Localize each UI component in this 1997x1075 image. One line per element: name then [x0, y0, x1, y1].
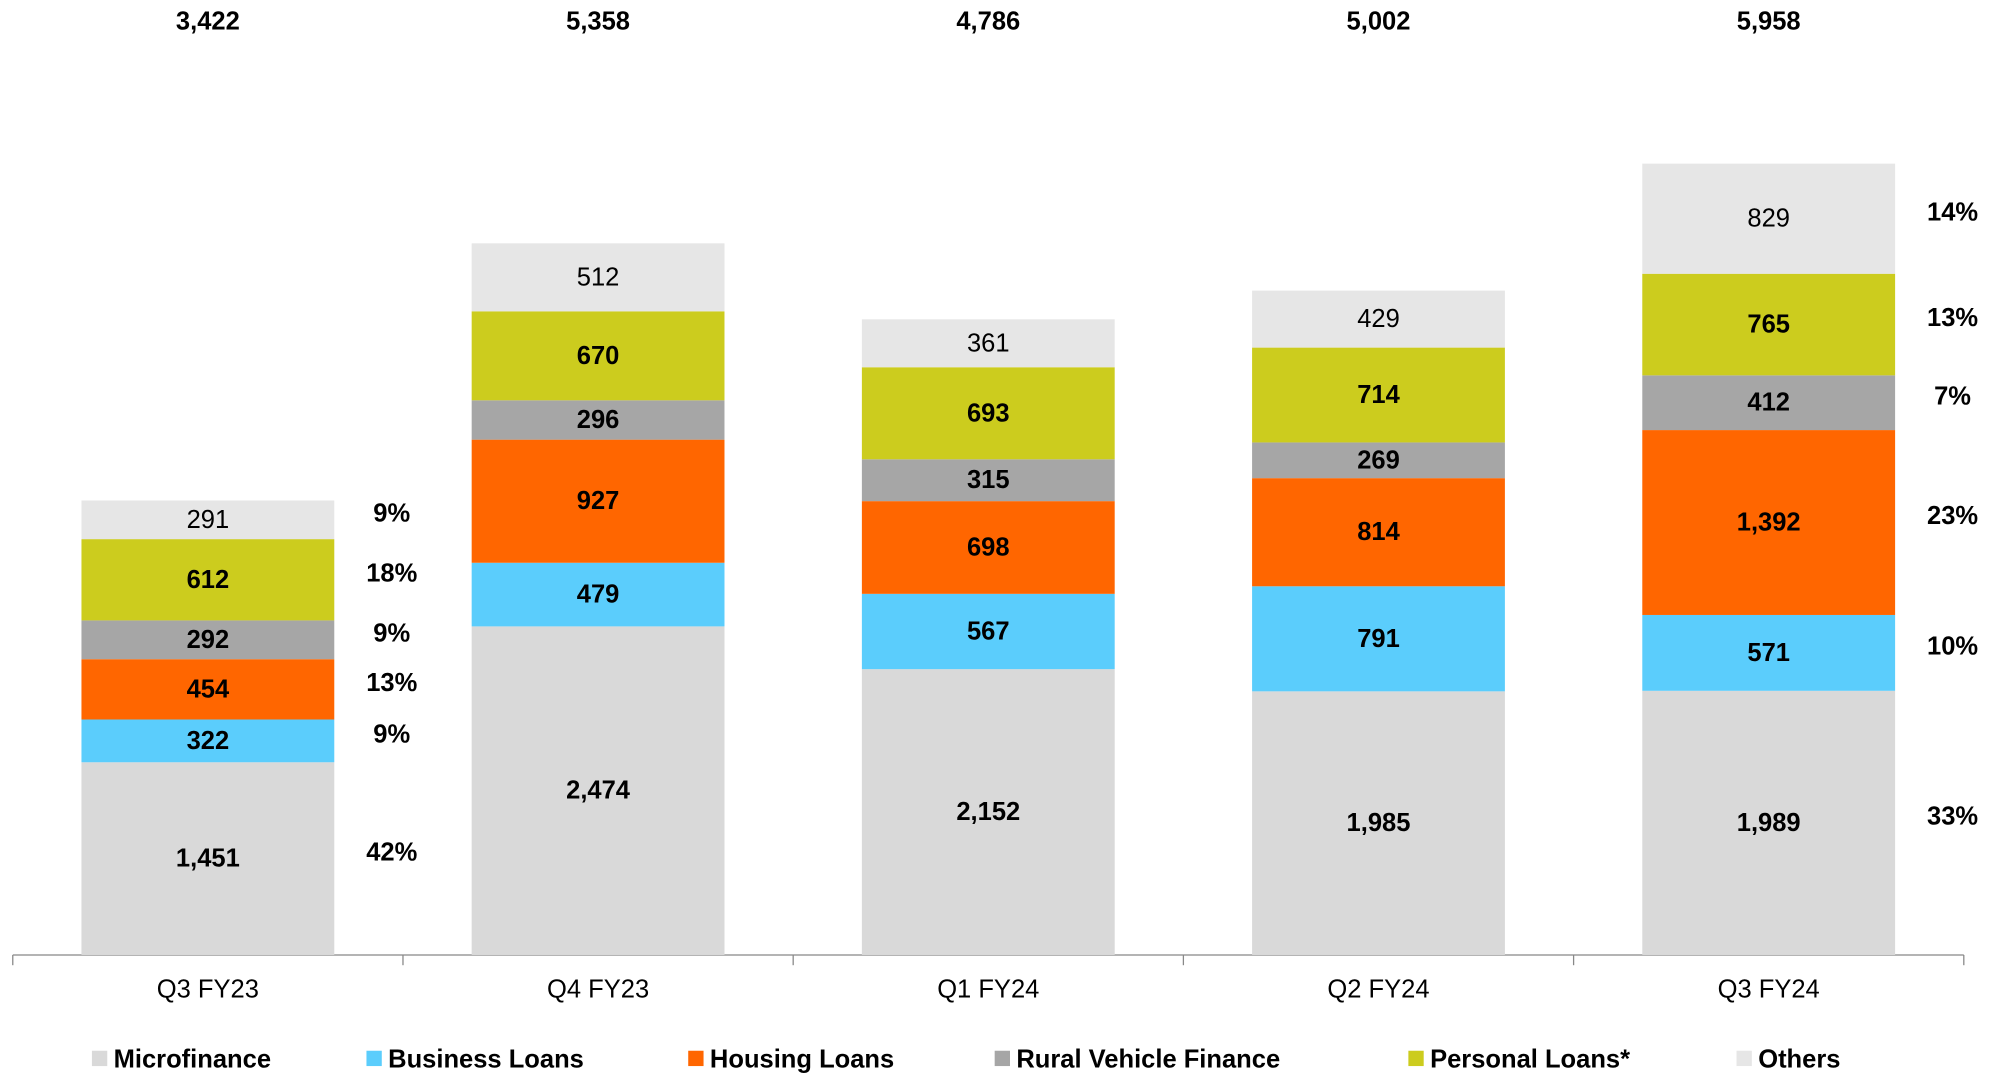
bar-segment	[81, 500, 335, 540]
value-label: 322	[187, 727, 230, 755]
value-label: 1,989	[1737, 809, 1801, 837]
bar-segment	[1642, 614, 1896, 691]
value-label: 412	[1747, 389, 1790, 417]
bar-segment	[861, 367, 1115, 460]
share-label: 23%	[1927, 502, 1978, 530]
share-label: 9%	[373, 721, 410, 749]
bar-segment	[861, 501, 1115, 594]
value-label: 791	[1357, 625, 1400, 653]
value-label: 291	[187, 506, 230, 534]
share-label: 9%	[373, 619, 410, 647]
value-label: 296	[577, 406, 620, 434]
x-tick-label: Q4 FY23	[547, 975, 649, 1003]
value-label: 927	[577, 487, 620, 515]
total-label: 5,958	[1737, 8, 1801, 36]
value-label: 269	[1357, 446, 1400, 474]
legend-swatch	[1408, 1050, 1424, 1067]
value-label: 698	[967, 534, 1010, 562]
share-label: 33%	[1927, 803, 1978, 831]
x-tick-label: Q2 FY24	[1327, 975, 1429, 1003]
legend-label: Rural Vehicle Finance	[1016, 1046, 1280, 1074]
bar-segment	[471, 400, 725, 440]
bar-segment	[1642, 690, 1896, 955]
bar-segment	[1642, 430, 1896, 615]
share-label: 9%	[373, 499, 410, 527]
legend-swatch	[1736, 1050, 1752, 1067]
bar-segment	[81, 719, 335, 763]
value-label: 512	[577, 263, 620, 291]
value-label: 1,985	[1347, 809, 1411, 837]
total-label: 5,358	[566, 8, 630, 36]
share-label: 13%	[1927, 304, 1978, 332]
bar-segment	[81, 539, 335, 621]
bar-segment	[471, 311, 725, 401]
value-label: 670	[577, 342, 620, 370]
share-label: 14%	[1927, 198, 1978, 226]
value-label: 2,152	[956, 798, 1020, 826]
bar-segment	[1252, 347, 1505, 443]
value-label: 315	[967, 466, 1010, 494]
value-label: 292	[187, 626, 230, 654]
bar-segment	[861, 669, 1115, 955]
value-label: 479	[577, 581, 620, 609]
bar-segment	[471, 243, 725, 312]
value-label: 454	[187, 675, 230, 703]
share-label: 42%	[366, 838, 417, 866]
share-label: 13%	[366, 669, 417, 697]
share-label: 7%	[1934, 382, 1971, 410]
share-label: 10%	[1927, 633, 1978, 661]
legend-swatch	[91, 1050, 108, 1067]
bar-segment	[861, 459, 1115, 502]
value-label: 814	[1357, 518, 1400, 546]
bar-segment	[861, 593, 1115, 670]
share-label: 18%	[366, 559, 417, 587]
value-label: 765	[1747, 311, 1790, 339]
value-label: 714	[1357, 381, 1400, 409]
legend-label: Housing Loans	[710, 1046, 894, 1074]
x-tick-label: Q3 FY23	[157, 975, 259, 1003]
bar-segment	[81, 659, 335, 720]
legend-label: Others	[1758, 1046, 1840, 1074]
bar-segment	[1642, 163, 1896, 274]
total-label: 4,786	[956, 8, 1020, 36]
value-label: 2,474	[566, 777, 631, 805]
legend-label: Microfinance	[114, 1046, 271, 1074]
bar-segment	[861, 319, 1115, 368]
bar-segment	[1252, 691, 1505, 955]
x-tick-label: Q1 FY24	[937, 975, 1039, 1003]
value-label: 612	[187, 566, 230, 594]
bar-segment	[81, 620, 335, 660]
legend-swatch	[994, 1050, 1010, 1067]
legend-swatch	[688, 1050, 704, 1067]
legend-swatch	[366, 1050, 382, 1067]
total-label: 3,422	[176, 8, 240, 36]
legend-label: Business Loans	[388, 1046, 584, 1074]
value-label: 571	[1747, 639, 1790, 667]
legend-label: Personal Loans*	[1430, 1046, 1630, 1074]
value-label: 829	[1747, 205, 1790, 233]
bar-segment	[471, 562, 725, 627]
bar-segment	[1642, 273, 1896, 376]
bar-segment	[81, 762, 335, 955]
bar-segment	[1252, 478, 1505, 587]
x-tick-label: Q3 FY24	[1718, 975, 1820, 1003]
value-label: 567	[967, 618, 1010, 646]
bar-segment	[471, 439, 725, 563]
value-label: 1,392	[1737, 509, 1801, 537]
bar-segment	[1252, 290, 1505, 348]
value-label: 361	[967, 329, 1010, 357]
total-label: 5,002	[1347, 8, 1411, 36]
bar-segment	[1252, 586, 1505, 692]
value-label: 429	[1357, 305, 1400, 333]
value-label: 693	[967, 399, 1010, 427]
bar-segment	[471, 626, 725, 955]
value-label: 1,451	[176, 845, 240, 873]
bar-segment	[1642, 375, 1896, 431]
bar-segment	[1252, 442, 1505, 479]
